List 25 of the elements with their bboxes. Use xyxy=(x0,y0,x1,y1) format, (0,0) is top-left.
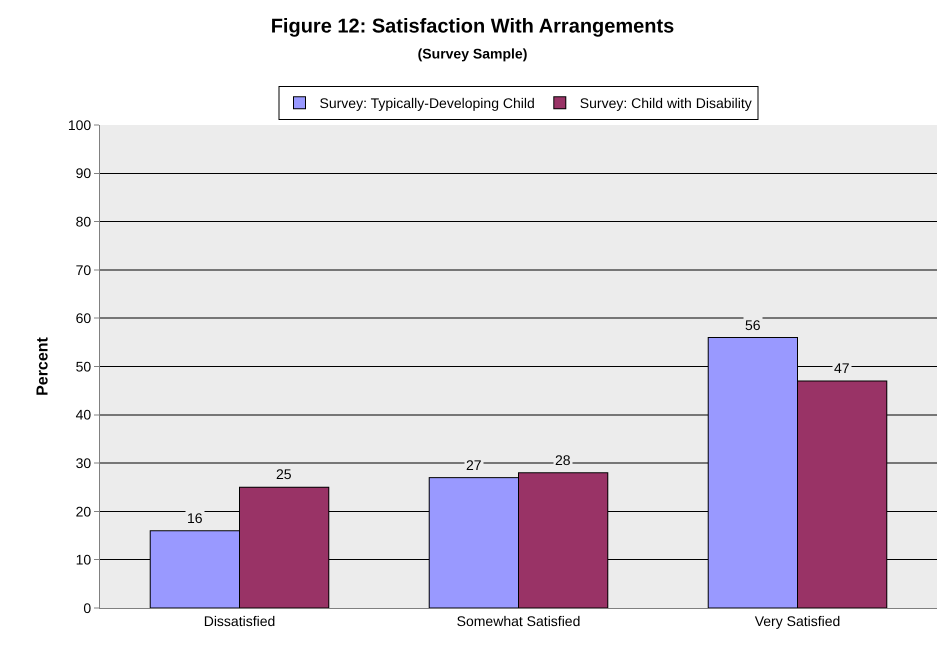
y-tick-label: 40 xyxy=(76,406,92,423)
data-label: 28 xyxy=(555,452,571,468)
data-label: 27 xyxy=(466,457,482,473)
chart-subtitle: (Survey Sample) xyxy=(418,45,528,62)
y-tick-label: 0 xyxy=(83,600,92,616)
data-label: 47 xyxy=(834,360,850,376)
y-tick-label: 30 xyxy=(76,455,92,471)
legend-label: Survey: Child with Disability xyxy=(580,95,752,112)
x-tick-label: Dissatisfied xyxy=(204,612,276,629)
y-tick-label: 60 xyxy=(76,310,92,326)
x-tick-label: Somewhat Satisfied xyxy=(456,612,580,629)
data-label: 56 xyxy=(745,317,761,333)
data-label: 16 xyxy=(187,510,203,526)
y-tick-label: 70 xyxy=(76,262,92,278)
y-axis-title: Percent xyxy=(34,336,52,396)
chart-title: Figure 12: Satisfaction With Arrangements xyxy=(270,15,674,38)
y-tick-label: 80 xyxy=(76,214,92,230)
legend-label: Survey: Typically-Developing Child xyxy=(320,95,535,112)
x-tick-label: Very Satisfied xyxy=(754,612,840,629)
y-tick-label: 100 xyxy=(68,116,92,133)
y-tick-label: 90 xyxy=(76,165,92,182)
y-tick-label: 10 xyxy=(76,552,92,568)
y-tick-label: 20 xyxy=(76,503,92,520)
data-label: 25 xyxy=(276,466,292,482)
y-tick-label: 50 xyxy=(76,358,92,374)
